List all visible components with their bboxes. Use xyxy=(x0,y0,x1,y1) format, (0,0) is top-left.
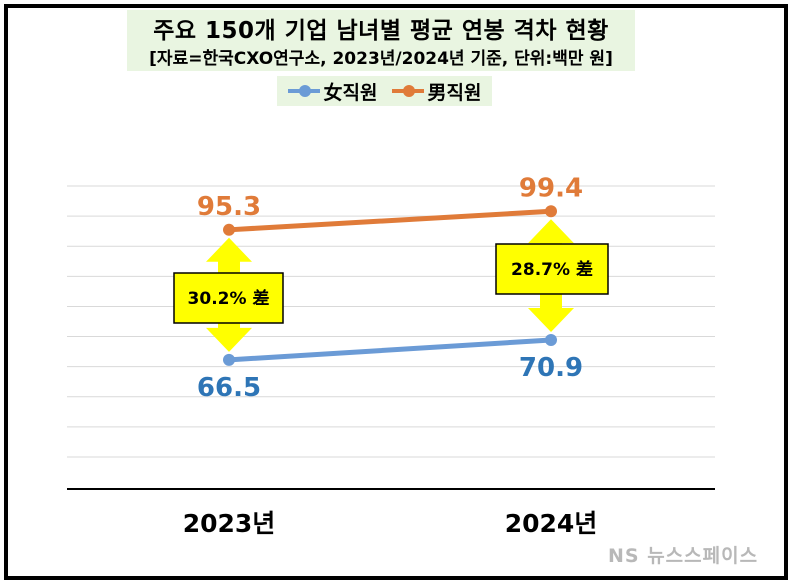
legend-swatch-male xyxy=(391,85,424,97)
data-label: 95.3 xyxy=(197,192,261,222)
data-point xyxy=(545,205,557,218)
gap-label: 28.7% 差 xyxy=(511,259,593,280)
legend-label-female: 女직원 xyxy=(323,81,378,104)
gap-label: 30.2% 差 xyxy=(188,288,270,309)
data-label: 70.9 xyxy=(519,353,583,383)
x-tick-label: 2024년 xyxy=(505,509,598,538)
data-label: 66.5 xyxy=(197,373,261,403)
x-tick-label: 2023년 xyxy=(183,509,276,538)
data-label: 99.4 xyxy=(519,173,583,203)
data-point xyxy=(223,353,235,366)
legend-label-male: 男직원 xyxy=(427,81,482,104)
data-point xyxy=(545,334,557,347)
data-point xyxy=(223,223,235,236)
chart-frame xyxy=(4,4,788,580)
legend-swatch-female xyxy=(287,85,320,97)
chart-title: 주요 150개 기업 남녀별 평균 연봉 격차 현황 xyxy=(153,18,609,44)
gap-box xyxy=(173,272,284,324)
title-background xyxy=(127,10,635,71)
series-line-male xyxy=(226,208,554,233)
legend-item-male: 男직원 xyxy=(391,78,482,105)
watermark: NS 뉴스스페이스 xyxy=(608,545,759,567)
legend-item-female: 女직원 xyxy=(287,78,378,105)
gap-box xyxy=(495,243,609,295)
chart-subtitle: [자료=한국CXO연구소, 2023년/2024년 기준, 단위:백만 원] xyxy=(149,49,613,69)
legend: 女직원 男직원 xyxy=(277,76,492,106)
series-line-female xyxy=(226,337,554,363)
